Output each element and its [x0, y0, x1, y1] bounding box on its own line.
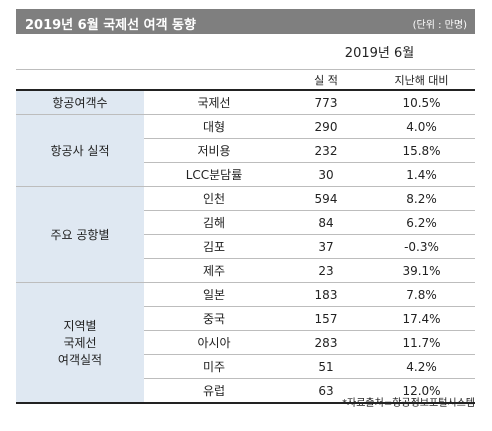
category-cell: 지역별 국제선 여객실적 [16, 282, 144, 404]
stats-table: 2019년 6월 실 적 지난해 대비 항공여객수 국제선 773 10.5% 항공사 … [16, 34, 476, 404]
item-cell: 중국 [144, 306, 284, 331]
value-cell: 37 [284, 234, 368, 259]
table-row: LCC분담률 30 1.4% [16, 162, 476, 187]
item-cell: 미주 [144, 354, 284, 379]
change-cell: -0.3% [368, 234, 476, 259]
value-cell: 773 [284, 90, 368, 115]
change-cell: 4.2% [368, 354, 476, 379]
value-cell: 23 [284, 258, 368, 283]
period-header: 2019년 6월 [284, 34, 476, 70]
change-cell: 39.1% [368, 258, 476, 283]
item-cell: 저비용 [144, 138, 284, 163]
corner-cell [16, 34, 144, 70]
change-cell: 17.4% [368, 306, 476, 331]
change-cell: 4.0% [368, 114, 476, 139]
change-cell: 1.4% [368, 162, 476, 187]
item-cell: 김포 [144, 234, 284, 259]
item-cell: 유럽 [144, 378, 284, 404]
table-row: 유럽 63 12.0% [16, 378, 476, 404]
value-cell: 594 [284, 186, 368, 211]
table-row: 항공사 실적 대형 290 4.0% [16, 114, 476, 187]
corner-cell [16, 70, 144, 91]
change-cell: 15.8% [368, 138, 476, 163]
change-cell: 12.0% [368, 378, 476, 404]
table-row: 김포 37 -0.3% [16, 234, 476, 259]
item-cell: 제주 [144, 258, 284, 283]
col-header-yoy: 지난해 대비 [394, 73, 449, 87]
table-row: 제주 23 39.1% [16, 258, 476, 283]
value-cell: 183 [284, 282, 368, 307]
value-cell: 51 [284, 354, 368, 379]
item-cell: LCC분담률 [144, 162, 284, 187]
item-cell: 김해 [144, 210, 284, 235]
change-cell: 7.8% [368, 282, 476, 307]
item-cell: 일본 [144, 282, 284, 307]
category-cell: 주요 공항별 [16, 186, 144, 283]
unit-label: (단위 : 만명) [412, 20, 467, 31]
title-bar: 2019년 6월 국제선 여객 동향 (단위 : 만명) [16, 9, 475, 34]
table-row: 항공여객수 국제선 773 10.5% [16, 90, 476, 115]
category-cell: 항공여객수 [16, 90, 144, 115]
category-cell: 항공사 실적 [16, 114, 144, 187]
item-cell: 국제선 [144, 90, 284, 115]
table-row: 미주 51 4.2% [16, 354, 476, 379]
value-cell: 63 [284, 378, 368, 404]
page-title: 2019년 6월 국제선 여객 동향 [25, 18, 196, 33]
table-row: 저비용 232 15.8% [16, 138, 476, 163]
table-body: 항공여객수 국제선 773 10.5% 항공사 실적 대형 290 4.0% 저비용 232 15.… [16, 90, 476, 404]
item-cell: 아시아 [144, 330, 284, 355]
source-footnote: *자료출처=항공정보포털시스템 [342, 398, 475, 409]
change-cell: 11.7% [368, 330, 476, 355]
value-cell: 290 [284, 114, 368, 139]
change-cell: 10.5% [368, 90, 476, 115]
col-header-actual: 실 적 [314, 73, 338, 87]
value-cell: 30 [284, 162, 368, 187]
corner-cell [144, 34, 284, 70]
table-row: 아시아 283 11.7% [16, 330, 476, 355]
change-cell: 8.2% [368, 186, 476, 211]
corner-cell [144, 70, 284, 91]
table-row: 중국 157 17.4% [16, 306, 476, 331]
item-cell: 인천 [144, 186, 284, 211]
item-cell: 대형 [144, 114, 284, 139]
value-cell: 283 [284, 330, 368, 355]
change-cell: 6.2% [368, 210, 476, 235]
table-row: 주요 공항별 인천 594 8.2% [16, 186, 476, 283]
table-row: 지역별 국제선 여객실적 일본 183 7.8% [16, 282, 476, 404]
value-cell: 232 [284, 138, 368, 163]
value-cell: 84 [284, 210, 368, 235]
table-row: 김해 84 6.2% [16, 210, 476, 235]
value-cell: 157 [284, 306, 368, 331]
